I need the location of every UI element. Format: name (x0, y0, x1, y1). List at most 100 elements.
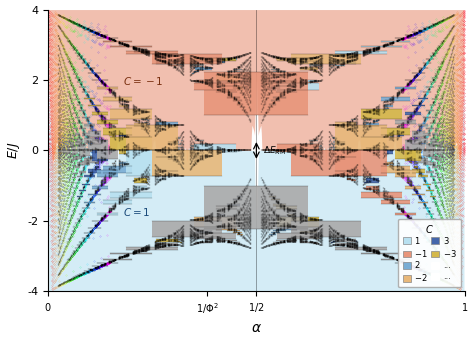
Bar (192, 65, 195, 66)
Bar (425, 150, 426, 151)
Bar (88, 141, 89, 142)
Bar (217, 83, 219, 84)
Bar (378, 189, 379, 190)
Bar (217, 239, 219, 240)
Bar (267, 79, 271, 81)
Bar (293, 61, 295, 62)
Bar (316, 156, 319, 157)
Bar (390, 133, 393, 134)
Bar (228, 75, 232, 76)
Bar (134, 250, 147, 251)
Bar (381, 200, 410, 204)
Bar (248, 76, 249, 77)
Bar (95, 132, 99, 133)
Bar (82, 117, 90, 118)
Bar (209, 239, 212, 240)
Bar (421, 157, 422, 158)
Bar (177, 140, 178, 141)
Bar (194, 235, 200, 236)
Bar (331, 236, 333, 237)
Bar (70, 138, 73, 139)
Bar (401, 168, 403, 169)
Bar (447, 138, 449, 139)
Bar (125, 153, 126, 154)
Bar (429, 162, 436, 165)
Bar (133, 151, 134, 152)
Bar (218, 61, 219, 62)
Bar (182, 237, 183, 238)
Bar (92, 187, 108, 189)
Bar (110, 133, 111, 134)
Bar (428, 150, 429, 152)
Bar (330, 147, 332, 148)
Bar (335, 122, 356, 125)
Bar (193, 145, 197, 146)
Bar (113, 166, 114, 167)
Bar (195, 150, 196, 151)
Bar (335, 61, 345, 62)
Bar (407, 153, 408, 154)
Bar (134, 111, 137, 112)
Bar (330, 150, 331, 152)
Bar (206, 82, 208, 83)
Bar (384, 192, 385, 193)
Bar (301, 217, 303, 218)
Bar (319, 236, 321, 237)
Bar (144, 119, 148, 120)
Bar (354, 176, 356, 177)
Bar (268, 227, 273, 228)
Bar (449, 154, 450, 155)
Bar (209, 80, 210, 81)
Bar (115, 166, 116, 167)
Bar (335, 140, 336, 141)
Bar (218, 238, 225, 239)
Bar (429, 138, 436, 142)
Bar (288, 225, 289, 226)
Bar (233, 199, 242, 200)
Bar (250, 218, 251, 219)
Bar (77, 146, 83, 150)
Bar (156, 174, 159, 175)
Bar (390, 163, 393, 164)
Bar (390, 136, 391, 137)
Bar (445, 153, 447, 155)
Bar (135, 121, 140, 122)
Bar (194, 71, 200, 72)
Bar (112, 135, 115, 136)
Bar (262, 78, 263, 79)
Bar (95, 168, 96, 169)
Bar (310, 69, 313, 70)
Bar (119, 162, 128, 164)
Bar (293, 83, 295, 84)
Bar (67, 164, 69, 165)
Bar (365, 171, 369, 172)
Bar (344, 151, 345, 152)
Bar (212, 83, 213, 84)
Bar (70, 164, 71, 165)
Bar (58, 149, 59, 150)
Bar (142, 119, 144, 120)
Bar (157, 129, 162, 131)
Bar (273, 223, 274, 224)
Bar (340, 156, 341, 157)
Bar (418, 202, 428, 203)
Bar (222, 85, 225, 86)
Bar (148, 122, 149, 123)
Bar (384, 152, 385, 153)
Bar (365, 118, 372, 120)
Bar (233, 232, 242, 233)
Bar (351, 180, 356, 181)
Bar (263, 223, 264, 224)
Bar (147, 124, 149, 125)
Bar (137, 120, 139, 121)
Bar (101, 150, 106, 153)
Bar (265, 76, 267, 77)
Bar (373, 109, 378, 110)
Bar (264, 76, 265, 77)
Bar (365, 119, 369, 120)
Bar (281, 219, 284, 220)
Bar (238, 88, 240, 89)
Bar (136, 112, 137, 113)
Bar (112, 132, 115, 134)
Bar (440, 160, 441, 161)
